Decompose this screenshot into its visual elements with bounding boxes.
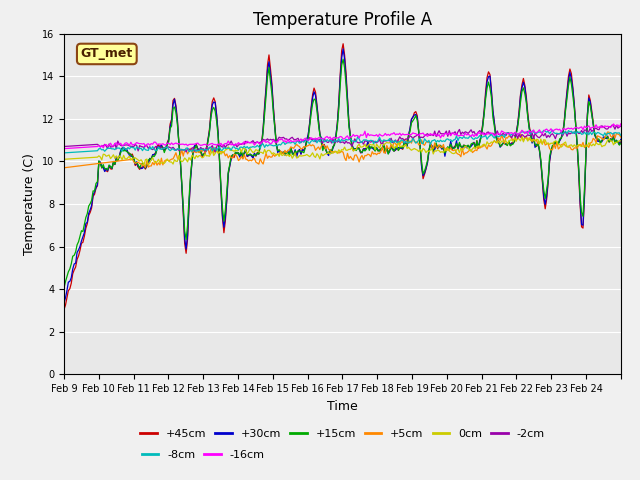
+30cm bbox=[60, 300, 68, 306]
-8cm bbox=[60, 150, 68, 156]
Line: +15cm: +15cm bbox=[64, 59, 621, 288]
Line: -16cm: -16cm bbox=[64, 124, 621, 149]
+45cm bbox=[348, 142, 356, 147]
Line: +45cm: +45cm bbox=[64, 44, 621, 310]
+45cm bbox=[60, 307, 68, 312]
0cm bbox=[617, 138, 625, 144]
-8cm bbox=[346, 136, 354, 142]
+15cm bbox=[97, 161, 104, 167]
0cm bbox=[348, 144, 356, 150]
-16cm bbox=[97, 144, 104, 150]
+5cm bbox=[60, 165, 68, 171]
-8cm bbox=[614, 130, 621, 136]
-8cm bbox=[79, 149, 87, 155]
+5cm bbox=[457, 154, 465, 159]
+45cm bbox=[541, 206, 549, 212]
Y-axis label: Temperature (C): Temperature (C) bbox=[23, 153, 36, 255]
+5cm bbox=[617, 134, 625, 140]
Line: +5cm: +5cm bbox=[64, 132, 621, 168]
+15cm bbox=[617, 141, 625, 146]
0cm bbox=[543, 141, 550, 147]
-2cm bbox=[60, 144, 68, 149]
+5cm bbox=[79, 163, 87, 168]
+15cm bbox=[339, 56, 347, 62]
-16cm bbox=[79, 144, 87, 150]
+30cm bbox=[614, 139, 621, 145]
-2cm bbox=[97, 144, 104, 150]
-16cm bbox=[60, 146, 68, 152]
0cm bbox=[79, 155, 87, 161]
-8cm bbox=[97, 145, 104, 151]
Title: Temperature Profile A: Temperature Profile A bbox=[253, 11, 432, 29]
Line: -8cm: -8cm bbox=[64, 130, 621, 153]
0cm bbox=[458, 147, 466, 153]
0cm bbox=[97, 154, 104, 160]
-16cm bbox=[457, 132, 465, 138]
+30cm bbox=[458, 145, 466, 151]
+30cm bbox=[617, 136, 625, 142]
+45cm bbox=[614, 139, 621, 144]
+30cm bbox=[97, 159, 104, 165]
0cm bbox=[616, 138, 623, 144]
+15cm bbox=[348, 143, 356, 149]
-2cm bbox=[541, 131, 549, 136]
Line: +30cm: +30cm bbox=[64, 49, 621, 303]
+30cm bbox=[339, 46, 347, 52]
+5cm bbox=[604, 129, 612, 135]
-2cm bbox=[182, 149, 190, 155]
+45cm bbox=[97, 160, 104, 166]
+45cm bbox=[617, 138, 625, 144]
-16cm bbox=[612, 123, 620, 129]
+45cm bbox=[79, 240, 87, 245]
+5cm bbox=[97, 160, 104, 166]
-2cm bbox=[458, 129, 466, 135]
-2cm bbox=[616, 124, 623, 130]
-2cm bbox=[617, 123, 625, 129]
0cm bbox=[518, 134, 526, 140]
+30cm bbox=[541, 202, 549, 207]
-8cm bbox=[540, 127, 548, 133]
+45cm bbox=[339, 41, 347, 47]
Legend: -8cm, -16cm: -8cm, -16cm bbox=[137, 445, 269, 464]
+15cm bbox=[79, 228, 87, 234]
Text: GT_met: GT_met bbox=[81, 48, 133, 60]
-16cm bbox=[346, 134, 354, 140]
-8cm bbox=[617, 132, 625, 138]
-2cm bbox=[348, 144, 356, 149]
0cm bbox=[140, 162, 148, 168]
+45cm bbox=[458, 145, 466, 151]
Line: 0cm: 0cm bbox=[64, 137, 621, 165]
-2cm bbox=[608, 122, 616, 128]
-16cm bbox=[617, 121, 625, 127]
+15cm bbox=[614, 139, 621, 145]
Line: -2cm: -2cm bbox=[64, 125, 621, 152]
+30cm bbox=[348, 141, 356, 147]
X-axis label: Time: Time bbox=[327, 400, 358, 413]
+15cm bbox=[458, 144, 466, 150]
-8cm bbox=[457, 135, 465, 141]
-8cm bbox=[548, 127, 556, 133]
+5cm bbox=[346, 154, 354, 159]
+5cm bbox=[614, 132, 621, 137]
-16cm bbox=[540, 128, 548, 134]
-2cm bbox=[79, 143, 87, 148]
+30cm bbox=[79, 234, 87, 240]
+15cm bbox=[541, 196, 549, 202]
+15cm bbox=[60, 285, 68, 291]
0cm bbox=[60, 156, 68, 162]
+5cm bbox=[540, 137, 548, 143]
